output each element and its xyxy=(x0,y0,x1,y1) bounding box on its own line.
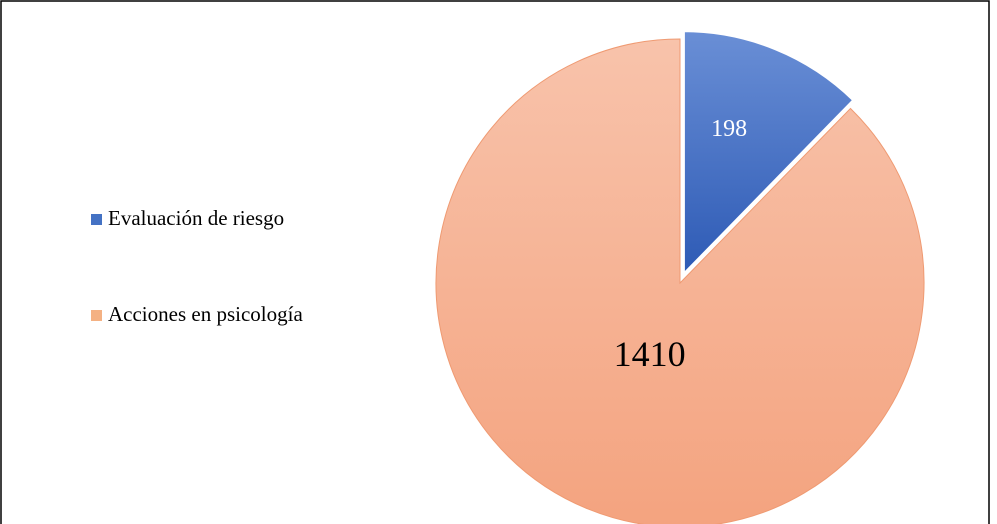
legend-swatch xyxy=(91,214,102,225)
pie-slice xyxy=(681,29,857,279)
legend-label: Evaluación de riesgo xyxy=(108,206,284,230)
data-label: 1410 xyxy=(614,334,686,374)
legend-swatch xyxy=(91,310,102,321)
data-label: 198 xyxy=(711,116,747,142)
legend-label: Acciones en psicología xyxy=(108,302,303,326)
pie-slice xyxy=(435,38,925,524)
